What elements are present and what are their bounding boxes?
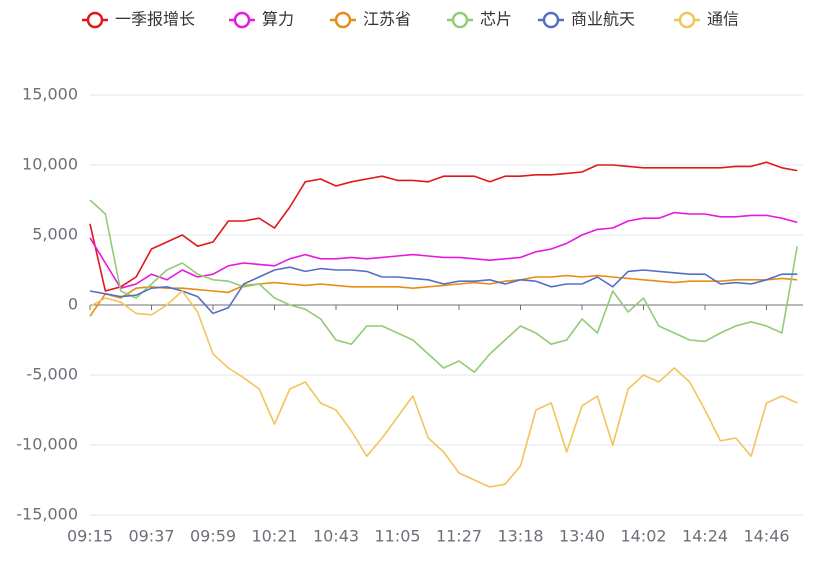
series-line: [89, 266, 798, 315]
x-tick-label: 10:43: [313, 527, 359, 546]
y-tick-label: 0: [68, 295, 78, 314]
x-tick-label: 09:15: [67, 527, 113, 546]
x-tick-label: 09:37: [128, 527, 174, 546]
series-line: [89, 290, 798, 488]
y-tick-label: -15,000: [16, 505, 78, 524]
legend-item: 通信: [674, 10, 739, 29]
series-line: [89, 274, 798, 317]
legend-marker: [451, 11, 469, 29]
series-line: [89, 211, 798, 289]
legend-text: 一季报增长: [115, 10, 195, 29]
x-tick-label: 14:24: [682, 527, 728, 546]
legend-marker: [678, 11, 696, 29]
legend-text: 通信: [707, 10, 739, 29]
y-tick-label: 10,000: [22, 155, 78, 174]
x-tick-label: 13:18: [497, 527, 543, 546]
legend-item: 一季报增长: [82, 10, 195, 29]
y-tick-label: -5,000: [26, 365, 78, 384]
series-line: [89, 161, 798, 292]
y-tick-label: 5,000: [32, 225, 78, 244]
legend-item: 江苏省: [330, 10, 411, 29]
legend-text: 芯片: [480, 10, 512, 29]
legend-marker: [233, 11, 251, 29]
legend-item: 商业航天: [538, 10, 635, 29]
legend-marker: [334, 11, 352, 29]
legend-text: 商业航天: [571, 10, 635, 29]
y-tick-label: -10,000: [16, 435, 78, 454]
legend-marker: [542, 11, 560, 29]
y-tick-label: 15,000: [22, 85, 78, 104]
legend-item: 芯片: [447, 10, 512, 29]
x-tick-label: 14:46: [743, 527, 789, 546]
legend-text: 算力: [262, 10, 294, 29]
x-tick-label: 11:27: [436, 527, 482, 546]
x-tick-label: 14:02: [620, 527, 666, 546]
x-tick-label: 13:40: [559, 527, 605, 546]
legend-item: 算力: [229, 10, 294, 29]
x-tick-label: 10:21: [251, 527, 297, 546]
x-tick-label: 11:05: [374, 527, 420, 546]
series-line: [89, 199, 799, 373]
x-tick-label: 09:59: [190, 527, 236, 546]
legend-marker: [86, 11, 104, 29]
legend-text: 江苏省: [363, 10, 411, 29]
